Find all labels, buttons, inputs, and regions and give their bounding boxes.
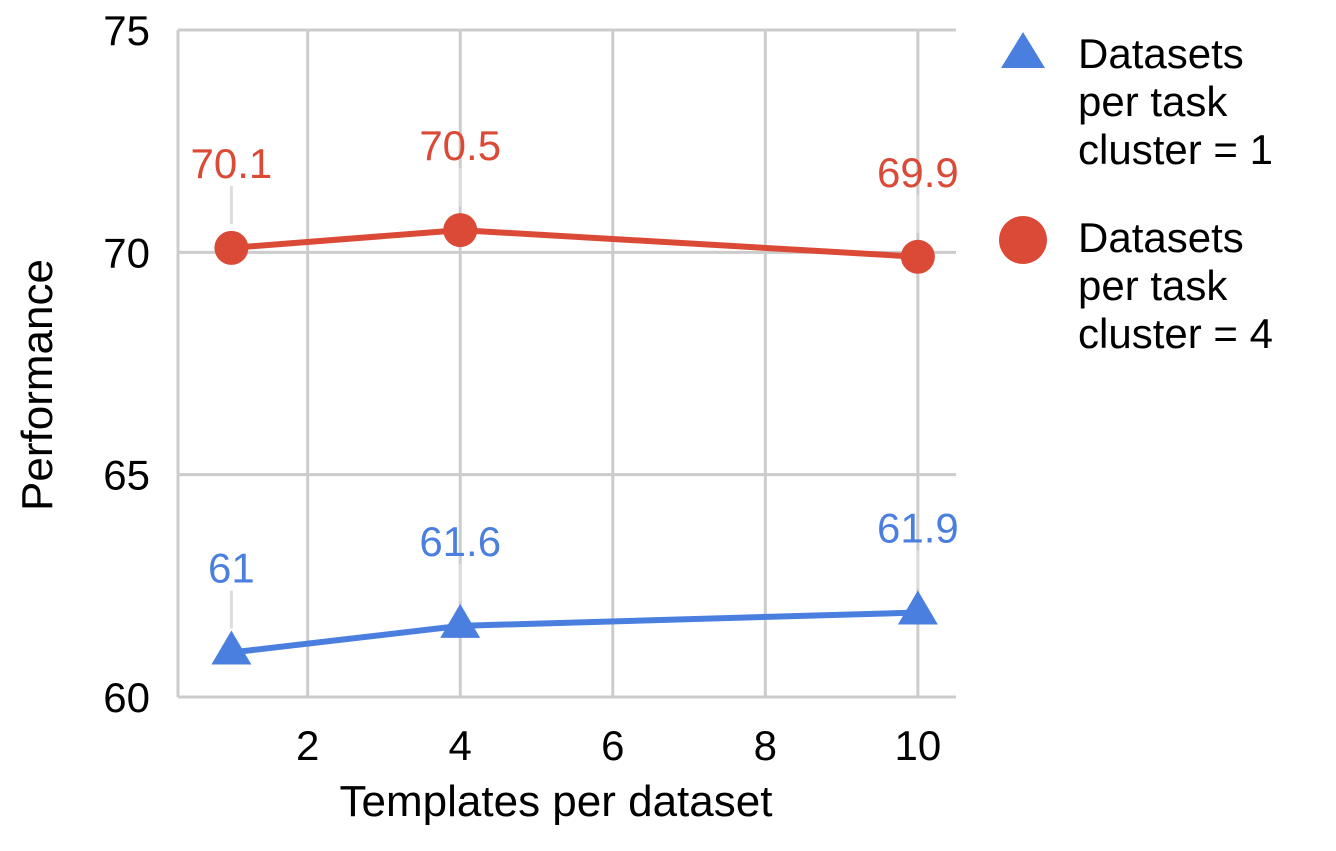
- data-labels: 61 61.6 61.9 70.1 70.5 69.9: [191, 122, 959, 629]
- legend-label-line: Datasets: [1078, 214, 1244, 261]
- legend-label-line: per task: [1078, 78, 1228, 125]
- legend-item-series-1: Datasets per task cluster = 1: [1001, 30, 1273, 173]
- legend-label-line: cluster = 1: [1078, 126, 1273, 173]
- gridlines: [176, 28, 956, 699]
- data-point-circle: [900, 239, 935, 274]
- y-tick-label: 60: [103, 674, 150, 721]
- series-lines: [211, 213, 938, 665]
- y-tick-label: 75: [103, 7, 150, 54]
- data-label: 70.1: [191, 140, 273, 187]
- data-point-circle: [443, 213, 478, 248]
- data-label: 70.5: [419, 122, 501, 169]
- circle-marker-icon: [999, 216, 1047, 264]
- x-tick-label: 8: [754, 722, 777, 769]
- data-label: 61: [208, 545, 255, 592]
- legend-label-line: cluster = 4: [1078, 310, 1273, 357]
- x-tick-label: 10: [895, 722, 942, 769]
- y-axis-title: Performance: [13, 259, 62, 511]
- data-point-triangle: [897, 590, 938, 625]
- data-point-triangle: [440, 603, 481, 638]
- data-point-triangle: [211, 630, 252, 665]
- y-tick-label: 70: [103, 229, 150, 276]
- triangle-marker-icon: [1001, 32, 1045, 68]
- y-tick-label: 65: [103, 452, 150, 499]
- x-tick-label: 2: [296, 722, 319, 769]
- x-tick-label: 4: [449, 722, 472, 769]
- legend-label-line: Datasets: [1078, 30, 1244, 77]
- data-label: 61.6: [419, 518, 501, 565]
- x-tick-label: 6: [601, 722, 624, 769]
- axis-ticks: 60 65 70 75 2 4 6 8 10: [103, 7, 941, 769]
- data-point-circle: [214, 230, 249, 265]
- legend-item-series-2: Datasets per task cluster = 4: [999, 214, 1273, 357]
- series-line-1: [231, 609, 918, 656]
- data-label: 69.9: [877, 149, 959, 196]
- legend: Datasets per task cluster = 1 Datasets p…: [999, 30, 1273, 357]
- x-axis-title: Templates per dataset: [340, 777, 773, 826]
- data-label: 61.9: [877, 505, 959, 552]
- legend-label-line: per task: [1078, 262, 1228, 309]
